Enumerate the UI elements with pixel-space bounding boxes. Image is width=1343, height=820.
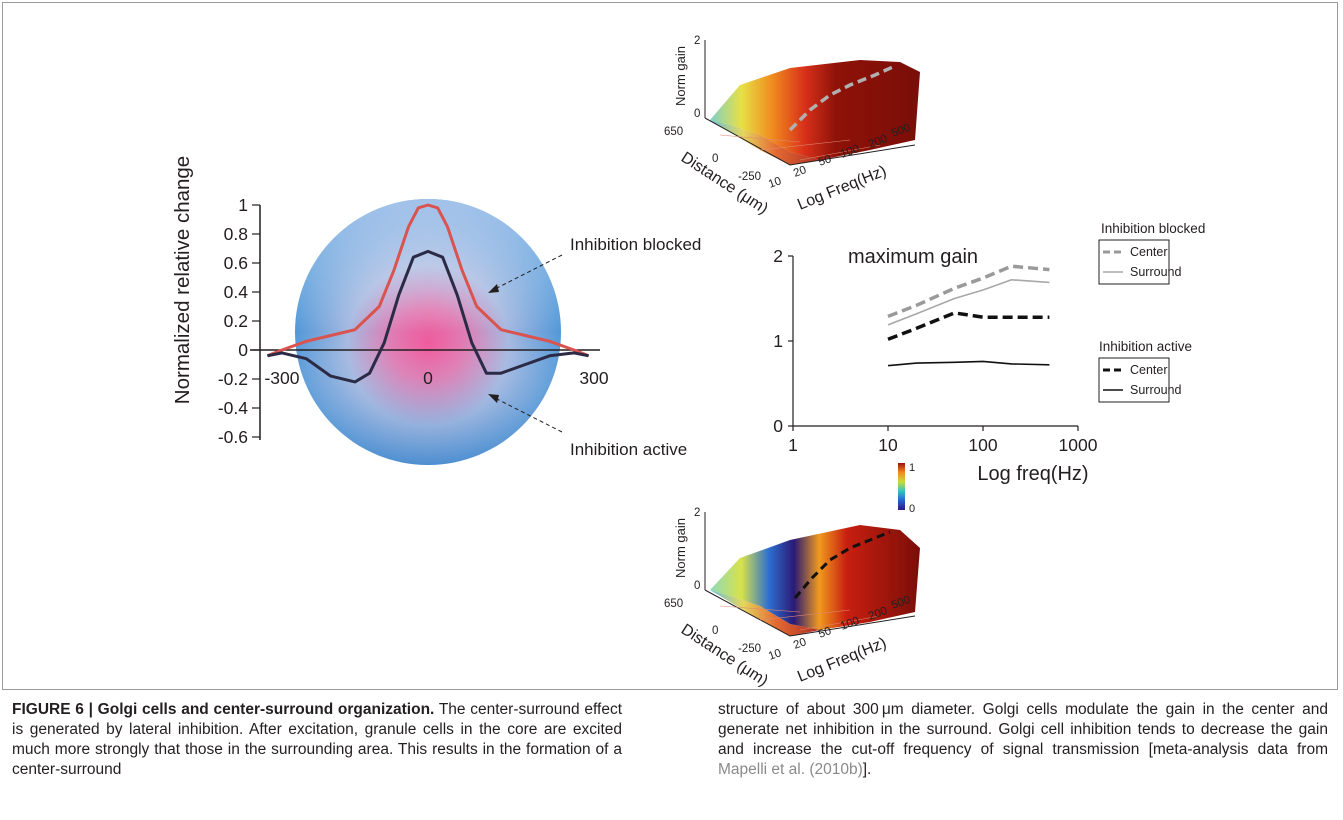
x-tick-label: 10 (878, 435, 898, 455)
legend-label: Center (1130, 363, 1168, 377)
surface-front-face (710, 120, 820, 165)
y-tick-label: 0.6 (224, 253, 248, 273)
y-tick-label: -250 (738, 171, 761, 183)
legend-box-active (1098, 357, 1170, 403)
y-tick-label: 0 (712, 153, 718, 165)
surface-plot-inhibition-active: 2 0 Norm gain 650 0 -250 Distance (μm) 1… (664, 507, 920, 690)
series-line-active-center (887, 311, 1050, 341)
legend-label: Center (1130, 245, 1168, 259)
surface-base-edge (704, 117, 916, 166)
annotation-inhibition-active: Inhibition active (570, 440, 687, 459)
x-tick-label: 50 (817, 153, 833, 169)
series-line-blocked-surround (887, 279, 1050, 326)
y-tick-label: 1 (238, 195, 248, 215)
x-axis-label: Log Freq(Hz) (795, 635, 889, 686)
legend-label: Surround (1130, 383, 1181, 397)
colorbar-max-label: 1 (909, 462, 915, 474)
series-line-inhibition-blocked (266, 203, 590, 358)
gain-chart-title: maximum gain (848, 246, 978, 268)
center-surround-profile-chart: 1 0.8 0.6 0.4 0.2 0 -0.2 -0.4 -0.6 Normalized re… (171, 156, 701, 465)
colorbar: 1 0 (898, 462, 915, 515)
y-tick-label: 0 (773, 416, 783, 436)
y-tick-label: 650 (664, 126, 683, 138)
series-line-blocked-center (887, 264, 1050, 319)
sphere-shading (295, 199, 561, 465)
y-tick-label: 0.4 (224, 282, 249, 302)
gain-surface (710, 60, 920, 160)
z-tick-label: 0 (694, 580, 700, 592)
x-tick-label: 20 (792, 636, 808, 652)
z-tick-label: 2 (694, 35, 700, 47)
y-axis-label: Distance (μm) (678, 149, 771, 218)
legend-title-blocked: Inhibition blocked (1101, 221, 1205, 236)
profile-y-label: Normalized relative change (171, 156, 194, 404)
x-tick-label: -300 (264, 368, 299, 388)
surface-base-edge (704, 589, 916, 637)
gain-x-label: Log freq(Hz) (977, 463, 1088, 485)
colorbar-gradient (898, 463, 905, 510)
colorbar-min-label: 0 (909, 503, 915, 515)
y-tick-label: -250 (738, 643, 761, 655)
y-axis-label: Distance (μm) (678, 621, 771, 690)
active-arrowhead (488, 394, 499, 403)
y-tick-label: 0 (238, 340, 248, 360)
caption-text: ]. (862, 761, 872, 778)
x-tick-label: 20 (792, 164, 808, 180)
surface-front-face (710, 590, 820, 636)
blocked-annotation-arrow (492, 254, 563, 291)
legend-label: Surround (1130, 265, 1181, 279)
figure-canvas: 1 0.8 0.6 0.4 0.2 0 -0.2 -0.4 -0.6 Normalized re… (171, 35, 1205, 690)
y-tick-label: 2 (773, 246, 783, 266)
x-tick-label: 10 (767, 647, 783, 663)
annotation-inhibition-blocked: Inhibition blocked (570, 235, 701, 254)
x-tick-label: 0 (423, 368, 433, 388)
y-tick-label: 0.8 (224, 224, 248, 244)
figure-caption-right: structure of about 300 μm diameter. Golg… (718, 700, 1328, 780)
figure-label: FIGURE 6 | Golgi cells and center-surrou… (12, 701, 435, 718)
x-tick-label: 50 (817, 625, 833, 641)
legend-title-active: Inhibition active (1099, 339, 1192, 354)
surface-floor-traces (719, 605, 881, 631)
figure-caption-left: FIGURE 6 | Golgi cells and center-surrou… (12, 700, 622, 780)
x-tick-label: 10 (767, 175, 783, 191)
caption-text: The center-surround effect is generated … (12, 701, 623, 778)
y-tick-label: 0.2 (224, 311, 248, 331)
x-tick-label: 1000 (1059, 435, 1098, 455)
y-tick-label: 1 (773, 331, 783, 351)
z-axis-label: Norm gain (673, 46, 688, 106)
series-line-inhibition-active (267, 249, 589, 384)
z-tick-label: 0 (694, 108, 700, 120)
blocked-arrowhead (488, 284, 499, 293)
y-tick-label: -0.2 (218, 369, 248, 389)
x-tick-label: 100 (968, 435, 997, 455)
x-tick-label: 300 (579, 368, 608, 388)
x-tick-label: 1 (788, 435, 798, 455)
gain-surface (710, 525, 920, 630)
gain-legend: Inhibition blocked Center Surround Inhib… (1098, 221, 1205, 403)
series-line-active-surround (887, 360, 1050, 367)
z-tick-label: 2 (694, 507, 700, 519)
legend-box-blocked (1098, 239, 1170, 285)
y-tick-label: 650 (664, 598, 683, 610)
active-annotation-arrow (492, 396, 563, 433)
figure-frame (2, 2, 1338, 690)
y-tick-label: 0 (712, 625, 718, 637)
x-axis-label: Log Freq(Hz) (795, 163, 889, 214)
surface-center-trace (788, 64, 896, 132)
y-tick-label: -0.4 (218, 398, 248, 418)
caption-text: structure of about 300 μm diameter. Golg… (718, 701, 1328, 758)
surface-floor-traces (719, 134, 881, 161)
z-axis-label: Norm gain (673, 518, 688, 578)
y-tick-label: -0.6 (218, 427, 248, 447)
surface-plot-inhibition-blocked: 2 0 Norm gain 650 0 -250 Distance (μm) 1… (664, 35, 920, 218)
reference-link[interactable]: Mapelli et al. (2010b) (718, 761, 863, 778)
